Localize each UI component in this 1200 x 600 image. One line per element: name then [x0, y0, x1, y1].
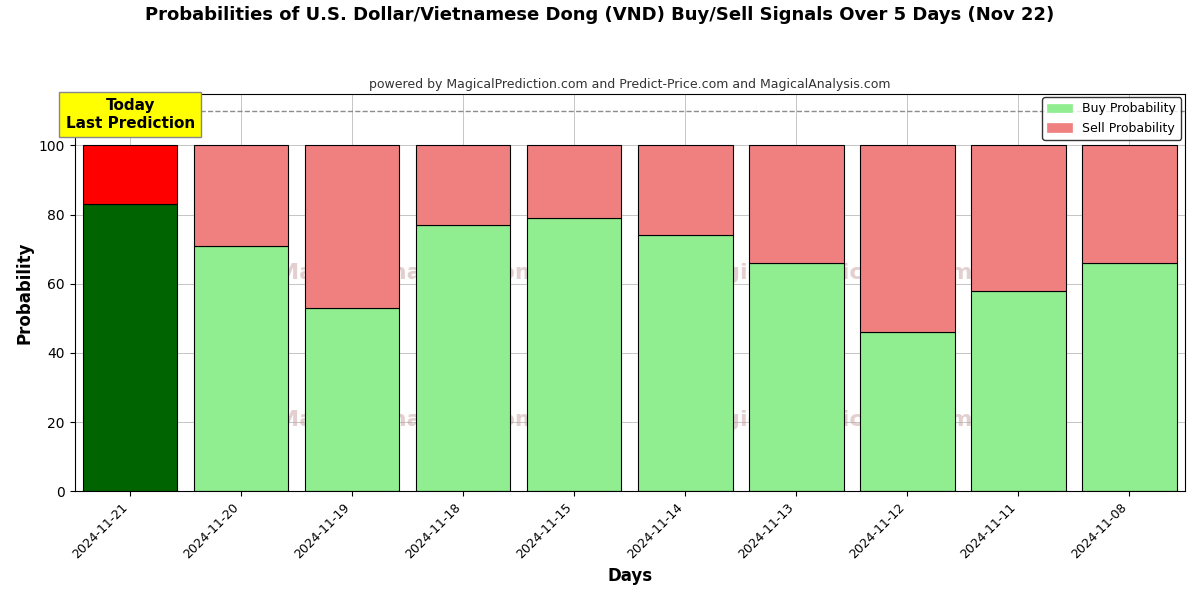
Text: MagicalPrediction.com: MagicalPrediction.com	[688, 263, 972, 283]
Text: MagicalAnalysis.com: MagicalAnalysis.com	[277, 410, 539, 430]
Bar	[638, 235, 732, 491]
Legend: Buy Probability, Sell Probability: Buy Probability, Sell Probability	[1043, 97, 1181, 140]
Bar	[749, 263, 844, 491]
Bar	[1082, 145, 1177, 263]
X-axis label: Days: Days	[607, 567, 653, 585]
Y-axis label: Probability: Probability	[16, 241, 34, 344]
Bar	[749, 145, 844, 263]
Bar	[527, 218, 622, 491]
Bar	[416, 225, 510, 491]
Title: powered by MagicalPrediction.com and Predict-Price.com and MagicalAnalysis.com: powered by MagicalPrediction.com and Pre…	[370, 78, 890, 91]
Bar	[83, 145, 178, 204]
Text: Today
Last Prediction: Today Last Prediction	[66, 98, 194, 131]
Bar	[1082, 263, 1177, 491]
Bar	[83, 204, 178, 491]
Bar	[860, 145, 955, 332]
Text: Probabilities of U.S. Dollar/Vietnamese Dong (VND) Buy/Sell Signals Over 5 Days : Probabilities of U.S. Dollar/Vietnamese …	[145, 6, 1055, 24]
Bar	[971, 145, 1066, 291]
Bar	[860, 332, 955, 491]
Bar	[638, 145, 732, 235]
Bar	[416, 145, 510, 225]
Text: MagicalAnalysis.com: MagicalAnalysis.com	[277, 263, 539, 283]
Bar	[971, 291, 1066, 491]
Bar	[527, 145, 622, 218]
Text: MagicalPrediction.com: MagicalPrediction.com	[688, 410, 972, 430]
Bar	[305, 145, 400, 308]
Bar	[305, 308, 400, 491]
Bar	[194, 145, 288, 246]
Bar	[194, 246, 288, 491]
